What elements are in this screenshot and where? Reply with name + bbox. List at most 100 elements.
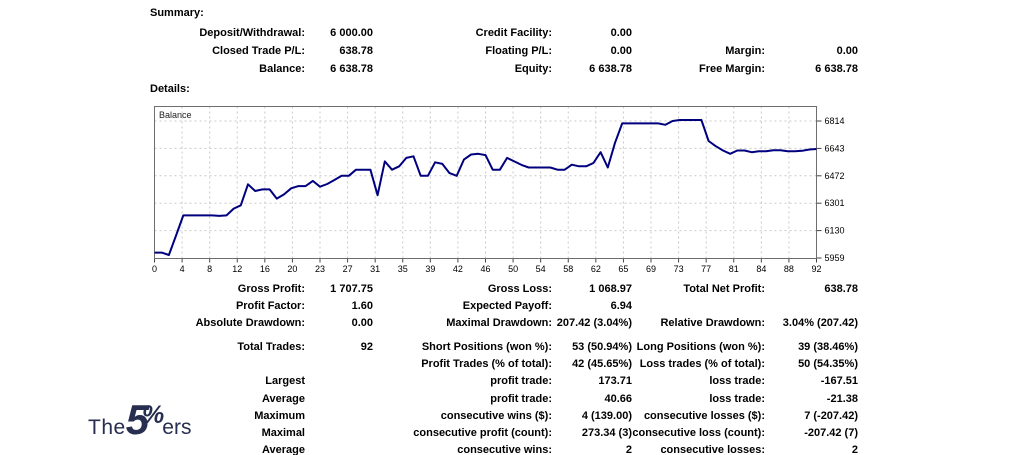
summary-label: Equity: <box>514 63 552 75</box>
result-value: 6.94 <box>610 300 632 313</box>
result-label: Absolute Drawdown: <box>195 317 305 330</box>
trade-value: 7 (-207.42) <box>804 409 858 422</box>
trade-value: 173.71 <box>598 375 632 388</box>
trade-label: consecutive loss (count): <box>632 426 765 439</box>
logo-ers: ers <box>162 416 192 439</box>
trade-value: 40.66 <box>604 392 632 405</box>
summary-value: 6 638.78 <box>589 63 632 75</box>
summary-label: Balance: <box>259 63 305 75</box>
summary-row: Closed Trade P/L: 638.78 Floating P/L: 0.00… <box>150 44 858 62</box>
x-tick-label: 23 <box>315 264 325 274</box>
x-tick-label: 92 <box>811 264 821 274</box>
trade-value: -21.38 <box>826 392 858 405</box>
summary-row: Balance: 6 638.78 Equity: 6 638.78 Free Marg… <box>150 62 858 80</box>
result-label: Maximal Drawdown: <box>446 317 552 330</box>
summary-label: Deposit/Withdrawal: <box>199 27 305 39</box>
trade-label: Profit Trades (% of total): <box>421 358 552 371</box>
x-tick-label: 84 <box>756 264 766 274</box>
trade-value: 53 (50.94%) <box>572 341 632 353</box>
trade-label: profit trade: <box>490 375 552 388</box>
trade-row: Profit Trades (% of total): 42 (45.65%) Lo… <box>150 357 858 374</box>
trade-label: Long Positions (won %): <box>636 341 765 353</box>
summary-value: 0.00 <box>610 45 632 57</box>
trade-row: Largest profit trade: 173.71 loss trade: -16… <box>150 374 858 391</box>
result-value: 0.00 <box>351 317 373 330</box>
x-tick-label: 20 <box>287 264 297 274</box>
result-value <box>765 299 858 316</box>
x-tick-label: 58 <box>563 264 573 274</box>
trade-value: 39 (38.46%) <box>798 341 858 353</box>
summary-table: Deposit/Withdrawal: 6 000.00 Credit Facili… <box>150 26 858 80</box>
x-tick-label: 35 <box>398 264 408 274</box>
result-value: 1 068.97 <box>589 283 632 295</box>
y-tick-label: 5959 <box>825 253 845 263</box>
trade-row: Total Trades: 92 Short Positions (won %): 5… <box>150 340 858 357</box>
logo-the: The <box>88 416 126 439</box>
x-tick-label: 50 <box>508 264 518 274</box>
trade-label: loss trade: <box>709 392 765 405</box>
logo-five: 5 <box>125 396 149 443</box>
chart-series-label: Balance <box>159 110 192 120</box>
x-tick-label: 46 <box>480 264 490 274</box>
logo-percent: % <box>142 401 165 429</box>
trade-value: 50 (54.35%) <box>798 358 858 371</box>
x-tick-label: 62 <box>591 264 601 274</box>
trade-label: consecutive losses ($): <box>643 409 765 422</box>
balance-line-chart: 0 4 8 12 16 20 23 27 31 35 39 42 46 50 54 58 62 65 69 73 77 8… <box>152 106 845 274</box>
result-value: 207.42 (3.04%) <box>556 317 632 330</box>
trade-row: Average consecutive wins: 2 consecutive los… <box>150 443 858 455</box>
y-tick-label: 6643 <box>825 143 845 153</box>
trade-row: Maximal consecutive profit (count): 273.34… <box>150 426 858 443</box>
trade-label: Average <box>261 392 305 405</box>
summary-row: Deposit/Withdrawal: 6 000.00 Credit Facili… <box>150 26 858 44</box>
trade-row: Maximum consecutive wins ($): 4 (139.00) co… <box>150 409 858 426</box>
x-tick-label: 65 <box>618 264 628 274</box>
x-tick-label: 54 <box>536 264 546 274</box>
result-row: Gross Profit: 1 707.75 Gross Loss: 1 068.97… <box>150 282 858 299</box>
x-tick-label: 12 <box>232 264 242 274</box>
trade-value: 2 <box>625 444 632 455</box>
trade-value <box>305 357 373 374</box>
result-label <box>632 299 765 316</box>
result-value: 3.04% (207.42) <box>782 317 858 330</box>
y-tick-label: 6472 <box>825 171 845 181</box>
x-tick-label: 16 <box>260 264 270 274</box>
trade-label: Loss trades (% of total): <box>639 358 765 371</box>
x-tick-label: 31 <box>370 264 380 274</box>
result-row: Profit Factor: 1.60 Expected Payoff: 6.94 <box>150 299 858 316</box>
trade-value: -167.51 <box>820 375 858 388</box>
trades-table: Total Trades: 92 Short Positions (won %): 5… <box>150 340 858 455</box>
trade-label: consecutive profit (count): <box>413 426 552 439</box>
result-value: 638.78 <box>824 283 858 295</box>
trade-label: Largest <box>265 375 305 388</box>
trade-value: 273.34 (3) <box>581 426 632 439</box>
result-value: 1 707.75 <box>330 283 373 295</box>
result-label: Profit Factor: <box>235 300 305 313</box>
result-value: 1.60 <box>351 300 373 313</box>
summary-label: Free Margin: <box>698 63 765 75</box>
summary-label: Floating P/L: <box>485 45 552 57</box>
trade-value <box>305 374 373 391</box>
trade-value <box>305 443 373 455</box>
summary-value: 6 000.00 <box>330 27 373 39</box>
result-row: Absolute Drawdown: 0.00 Maximal Drawdown: 2… <box>150 316 858 333</box>
trade-label: Average <box>261 444 305 455</box>
result-label: Gross Profit: <box>237 283 305 295</box>
trade-label: Maximal <box>261 426 305 439</box>
x-tick-label: 42 <box>453 264 463 274</box>
x-tick-label: 73 <box>674 264 684 274</box>
trade-label: loss trade: <box>709 375 765 388</box>
summary-label: Closed Trade P/L: <box>212 45 305 57</box>
trade-label: consecutive wins ($): <box>440 409 552 422</box>
y-tick-label: 6130 <box>825 226 845 236</box>
trade-value: 4 (139.00) <box>581 409 632 422</box>
details-title: Details: <box>150 83 190 95</box>
x-tick-label: 88 <box>784 264 794 274</box>
result-label: Expected Payoff: <box>462 300 552 313</box>
balance-chart: 0 4 8 12 16 20 23 27 31 35 39 42 46 50 54 58 62 65 69 73 77 8… <box>150 103 870 278</box>
y-tick-label: 6814 <box>825 116 845 126</box>
x-tick-label: 27 <box>343 264 353 274</box>
trade-label: profit trade: <box>490 392 552 405</box>
result-label: Relative Drawdown: <box>660 317 765 330</box>
trade-value: -207.42 (7) <box>804 426 858 439</box>
